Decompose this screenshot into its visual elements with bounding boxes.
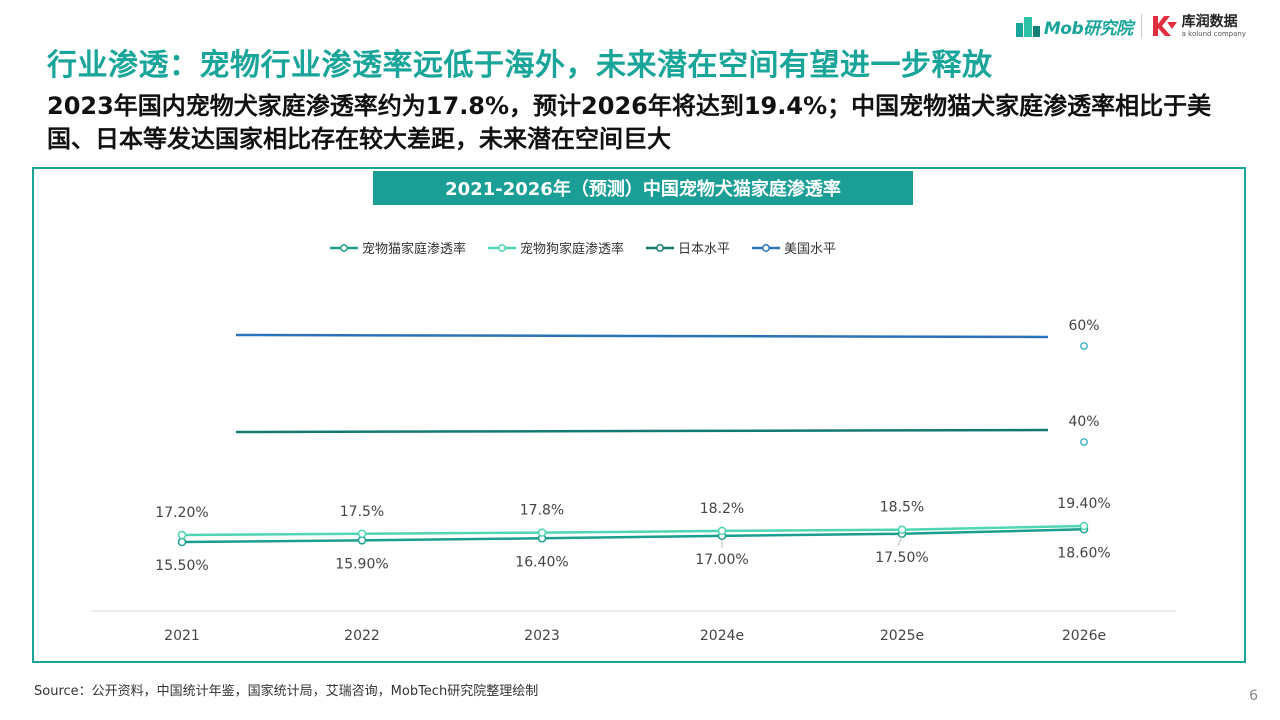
chart-legend: 宠物猫家庭渗透率 宠物狗家庭渗透率 日本水平 美国水平: [330, 238, 836, 257]
data-label-cat-2023: 16.40%: [515, 554, 568, 570]
data-label-dog-2024e: 18.2%: [700, 501, 744, 517]
point-dog-2024e: [717, 526, 727, 536]
series-line-dog: [181, 524, 1085, 537]
page-number: 6: [1249, 688, 1258, 704]
logo-area: Mob研究院 库润数据 a kolund company: [1015, 8, 1246, 44]
kr-mark-icon: [1152, 16, 1177, 36]
point-dog-2026e: [1079, 521, 1089, 531]
data-label-cat-2024e: 17.00%: [695, 552, 748, 568]
data-label-dog-2025e: 18.5%: [880, 500, 924, 516]
legend-item-usa: 美国水平: [752, 238, 836, 257]
chart-frame: [32, 167, 1246, 663]
page-subtitle: 2023年国内宠物犬家庭渗透率约为17.8%，预计2026年将达到19.4%；中…: [47, 92, 1212, 153]
legend-item-japan: 日本水平: [646, 238, 730, 257]
x-tick-label-2025e: 2025e: [880, 628, 924, 644]
mob-logo-text: Mob研究院: [1043, 18, 1133, 39]
point-dog-2022: [357, 529, 367, 539]
data-label-cat-2022: 15.90%: [335, 556, 388, 572]
legend-swatch-dog: [488, 243, 517, 252]
data-label-dog-2022: 17.5%: [340, 504, 384, 520]
point-cat-2021: [177, 537, 187, 547]
leader-line-2025e: [897, 535, 903, 547]
series-line-japan: [235, 428, 1049, 434]
data-label-cat-2026e: 18.60%: [1057, 545, 1110, 561]
point-dog-2021: [177, 530, 187, 540]
series-line-cat: [181, 528, 1085, 544]
kuai-logo: 库润数据 a kolund company: [1150, 14, 1246, 38]
logo-divider: [1140, 14, 1142, 38]
x-tick-label-2021: 2021: [164, 628, 200, 644]
data-label-cat-2025e: 17.50%: [875, 550, 928, 566]
source-note: Source：公开资料，中国统计年鉴，国家统计局，艾瑞咨询，MobTech研究院…: [34, 684, 539, 699]
data-label-japan: 40%: [1068, 414, 1099, 430]
point-usa-2026e: [1080, 342, 1088, 350]
series-line-usa: [235, 333, 1049, 339]
x-tick-label-2026e: 2026e: [1062, 628, 1106, 644]
data-label-dog-2026e: 19.40%: [1057, 496, 1110, 512]
point-japan-2026e: [1080, 438, 1088, 446]
legend-label-dog: 宠物狗家庭渗透率: [520, 242, 625, 257]
mob-building-icon: [1015, 17, 1040, 37]
x-tick-label-2024e: 2024e: [700, 628, 744, 644]
x-tick-label-2022: 2022: [344, 628, 380, 644]
data-label-dog-2021: 17.20%: [155, 505, 208, 521]
data-label-cat-2021: 15.50%: [155, 558, 208, 574]
point-dog-2023: [537, 528, 547, 537]
legend-swatch-japan: [646, 243, 675, 252]
legend-label-usa: 美国水平: [784, 242, 837, 257]
legend-item-dog: 宠物狗家庭渗透率: [488, 238, 624, 257]
legend-label-japan: 日本水平: [678, 242, 731, 257]
kuai-logo-name: 库润数据: [1181, 13, 1238, 30]
chart-title: 2021-2026年（预测）中国宠物犬猫家庭渗透率: [373, 171, 913, 205]
x-tick-label-2023: 2023: [524, 628, 560, 644]
legend-swatch-cat: [330, 243, 358, 252]
legend-swatch-usa: [752, 243, 781, 252]
legend-label-cat: 宠物猫家庭渗透率: [362, 242, 467, 257]
data-label-dog-2023: 17.8%: [520, 503, 564, 519]
mob-research-logo: Mob研究院: [1015, 14, 1133, 39]
data-label-usa: 60%: [1068, 318, 1099, 334]
legend-item-cat: 宠物猫家庭渗透率: [330, 238, 466, 257]
page-title: 行业渗透：宠物行业渗透率远低于海外，未来潜在空间有望进一步释放: [47, 48, 993, 83]
point-dog-2025e: [897, 525, 907, 534]
kuai-logo-sub: a kolund company: [1181, 29, 1246, 38]
